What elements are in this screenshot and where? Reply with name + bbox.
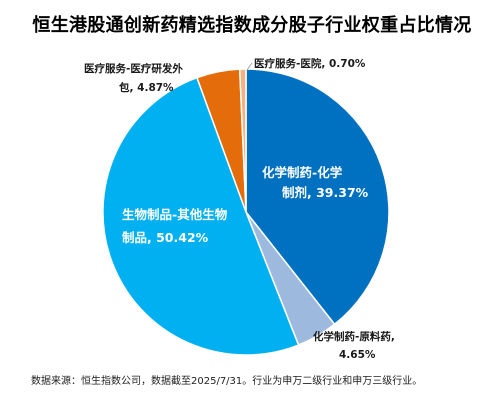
slice-other-biologics <box>102 76 300 356</box>
leader-line-hospital <box>246 62 253 71</box>
slice-label-other-biologics: 生物制品-其他生物 制品, 50.42% <box>122 207 232 245</box>
slice-label-api: 化学制药-原料药, 4.65% <box>313 330 399 361</box>
source-footnote: 数据来源：恒生指数公司，数据截至2025/7/31。行业为申万二级行业和申万三级… <box>31 376 423 387</box>
chart-title: 恒生港股通创新药精选指数成分股子行业权重占比情况 <box>32 15 472 36</box>
slice-label-hospital: 医疗服务-医院, 0.70% <box>254 57 366 70</box>
slice-chemical-formulation <box>245 68 390 326</box>
slice-label-chemical-formulation: 化学制药-化学 制剂, 39.37% <box>262 165 369 200</box>
slice-label-cro: 医疗服务-医疗研发外 包, 4.87% <box>84 62 187 94</box>
slice-hospital <box>238 68 247 213</box>
